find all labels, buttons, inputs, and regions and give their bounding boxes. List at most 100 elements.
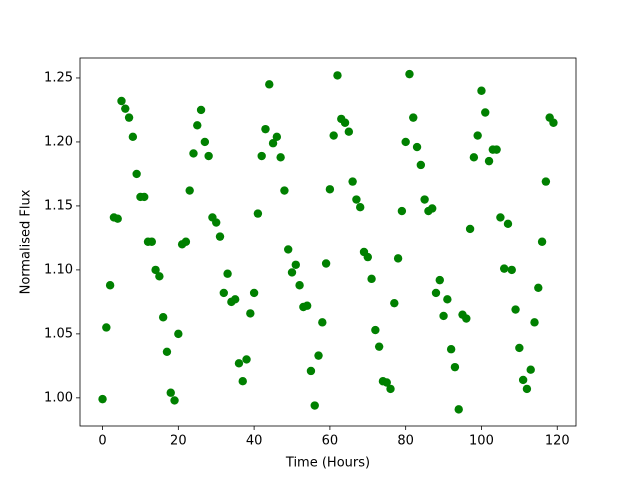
x-tick-label: 100 <box>469 434 494 449</box>
point <box>200 137 210 147</box>
point <box>249 288 259 298</box>
point <box>124 113 134 122</box>
point <box>469 153 479 162</box>
point <box>162 347 172 356</box>
point <box>537 237 547 246</box>
point <box>181 237 191 246</box>
point <box>212 218 221 227</box>
point <box>496 213 505 222</box>
point <box>477 86 486 95</box>
point <box>428 204 437 213</box>
point <box>325 185 335 194</box>
point <box>234 359 244 368</box>
point <box>204 151 213 161</box>
x-tick-label: 0 <box>98 434 106 449</box>
point <box>518 375 528 385</box>
point <box>454 405 463 414</box>
point <box>257 151 266 161</box>
point <box>443 295 452 304</box>
point <box>333 71 342 80</box>
point <box>302 301 312 310</box>
point <box>276 153 285 162</box>
point <box>238 377 247 386</box>
x-tick-label: 60 <box>322 434 339 449</box>
point <box>174 329 183 339</box>
point <box>185 186 194 195</box>
point <box>246 309 255 318</box>
point <box>196 105 206 115</box>
point <box>117 96 126 106</box>
y-tick-label: 1.00 <box>44 390 73 405</box>
point <box>511 305 520 314</box>
y-tick-label: 1.10 <box>44 262 73 277</box>
point <box>382 378 391 387</box>
point <box>439 311 448 321</box>
point <box>215 232 225 241</box>
point <box>526 365 535 374</box>
point <box>484 156 494 166</box>
point <box>393 254 403 263</box>
y-tick-label: 1.20 <box>44 134 73 149</box>
point <box>435 275 444 285</box>
point <box>503 219 513 229</box>
point <box>166 388 175 397</box>
point <box>272 132 282 142</box>
point <box>306 366 316 376</box>
point <box>450 362 460 372</box>
point <box>314 351 323 360</box>
point <box>340 118 350 127</box>
point <box>409 113 418 122</box>
point <box>253 209 263 218</box>
point <box>219 288 228 298</box>
point <box>390 298 399 308</box>
point <box>261 124 270 134</box>
point <box>287 268 297 277</box>
plot-frame <box>79 57 577 427</box>
point <box>193 121 202 130</box>
point <box>329 131 338 140</box>
point <box>416 160 426 170</box>
point <box>473 131 482 140</box>
point <box>242 355 251 364</box>
point <box>462 314 471 323</box>
x-axis-label: Time (Hours) <box>285 456 370 471</box>
point <box>105 281 115 290</box>
point <box>348 177 357 186</box>
point <box>113 214 122 223</box>
point <box>397 206 407 216</box>
point <box>431 288 441 298</box>
point <box>530 318 539 327</box>
point <box>318 318 327 327</box>
x-tick-label: 20 <box>170 434 187 449</box>
point <box>140 192 149 202</box>
point <box>230 295 240 304</box>
point <box>155 272 164 281</box>
point <box>158 313 168 322</box>
y-tick-label: 1.15 <box>44 198 73 213</box>
point <box>291 260 300 269</box>
point <box>405 69 414 79</box>
point <box>420 195 429 204</box>
point <box>295 281 304 290</box>
point <box>465 224 475 234</box>
point <box>151 265 160 275</box>
point <box>284 245 293 254</box>
point <box>367 274 376 284</box>
point <box>386 384 395 394</box>
point <box>371 325 380 335</box>
point <box>310 401 319 410</box>
point <box>147 237 157 246</box>
point <box>401 137 410 147</box>
point <box>170 396 179 405</box>
point <box>515 343 524 353</box>
y-tick-label: 1.25 <box>44 70 73 85</box>
x-tick-label: 80 <box>397 434 414 449</box>
point <box>189 149 198 158</box>
point <box>534 283 543 293</box>
point <box>507 265 516 275</box>
point <box>352 195 361 204</box>
point <box>121 104 130 113</box>
point <box>280 186 289 195</box>
